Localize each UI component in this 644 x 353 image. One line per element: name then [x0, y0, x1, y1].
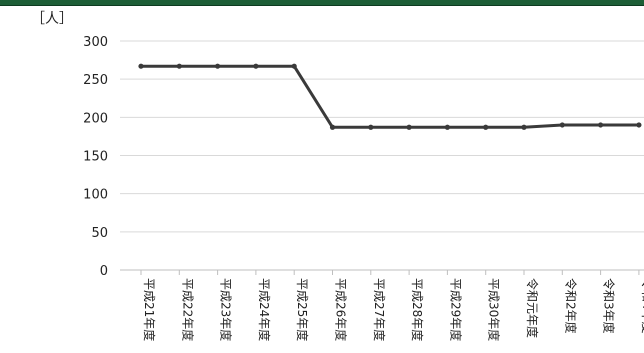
- x-tick-labels: 平成21年度 平成22年度 平成23年度 平成24年度 平成25年度 平成26年度 平成27…: [140, 270, 644, 341]
- y-tick-label: 200: [83, 111, 108, 126]
- gridlines: [120, 40, 644, 271]
- data-point: [368, 124, 374, 130]
- x-tick-label: 令和4年度: [640, 278, 644, 334]
- x-tick-label: 平成25年度: [295, 278, 310, 341]
- data-point: [559, 122, 565, 128]
- data-point: [636, 122, 642, 128]
- y-tick-label: 150: [83, 150, 108, 165]
- data-point: [329, 124, 336, 130]
- data-point: [215, 63, 221, 69]
- series-layer: [138, 63, 642, 130]
- x-tick-label: 平成27年度: [372, 278, 387, 341]
- data-point: [291, 63, 297, 69]
- y-tick-label: 50: [91, 226, 108, 241]
- x-tick-label: 平成24年度: [257, 278, 272, 341]
- x-tick-label: 平成22年度: [180, 278, 195, 341]
- data-point: [483, 124, 489, 130]
- y-tick-label: 300: [83, 35, 108, 50]
- data-point: [253, 63, 259, 69]
- x-tick-label: 平成23年度: [219, 278, 234, 341]
- data-point: [138, 63, 144, 69]
- x-tick-label: 令和元年度: [525, 278, 540, 338]
- y-tick-label: 0: [100, 264, 108, 279]
- y-tick-labels: 0 50 100 150 200 250 300: [83, 35, 108, 279]
- header-band: [0, 0, 644, 6]
- data-point: [444, 124, 450, 130]
- data-point: [406, 124, 412, 130]
- series-line: [141, 64, 639, 129]
- x-tick-label: 平成21年度: [142, 278, 157, 341]
- data-point: [521, 124, 527, 130]
- y-axis-unit-label: ［人］: [31, 11, 73, 27]
- x-tick-label: 令和3年度: [602, 278, 617, 334]
- data-point: [176, 63, 182, 69]
- x-tick-label: 令和2年度: [563, 278, 578, 334]
- x-tick-label: 平成29年度: [448, 278, 463, 341]
- data-point: [598, 122, 604, 128]
- x-tick-label: 平成26年度: [334, 278, 349, 341]
- y-tick-label: 100: [83, 188, 108, 203]
- x-tick-label: 平成28年度: [410, 278, 425, 341]
- x-tick-label: 平成30年度: [487, 278, 502, 341]
- y-tick-label: 250: [83, 73, 108, 88]
